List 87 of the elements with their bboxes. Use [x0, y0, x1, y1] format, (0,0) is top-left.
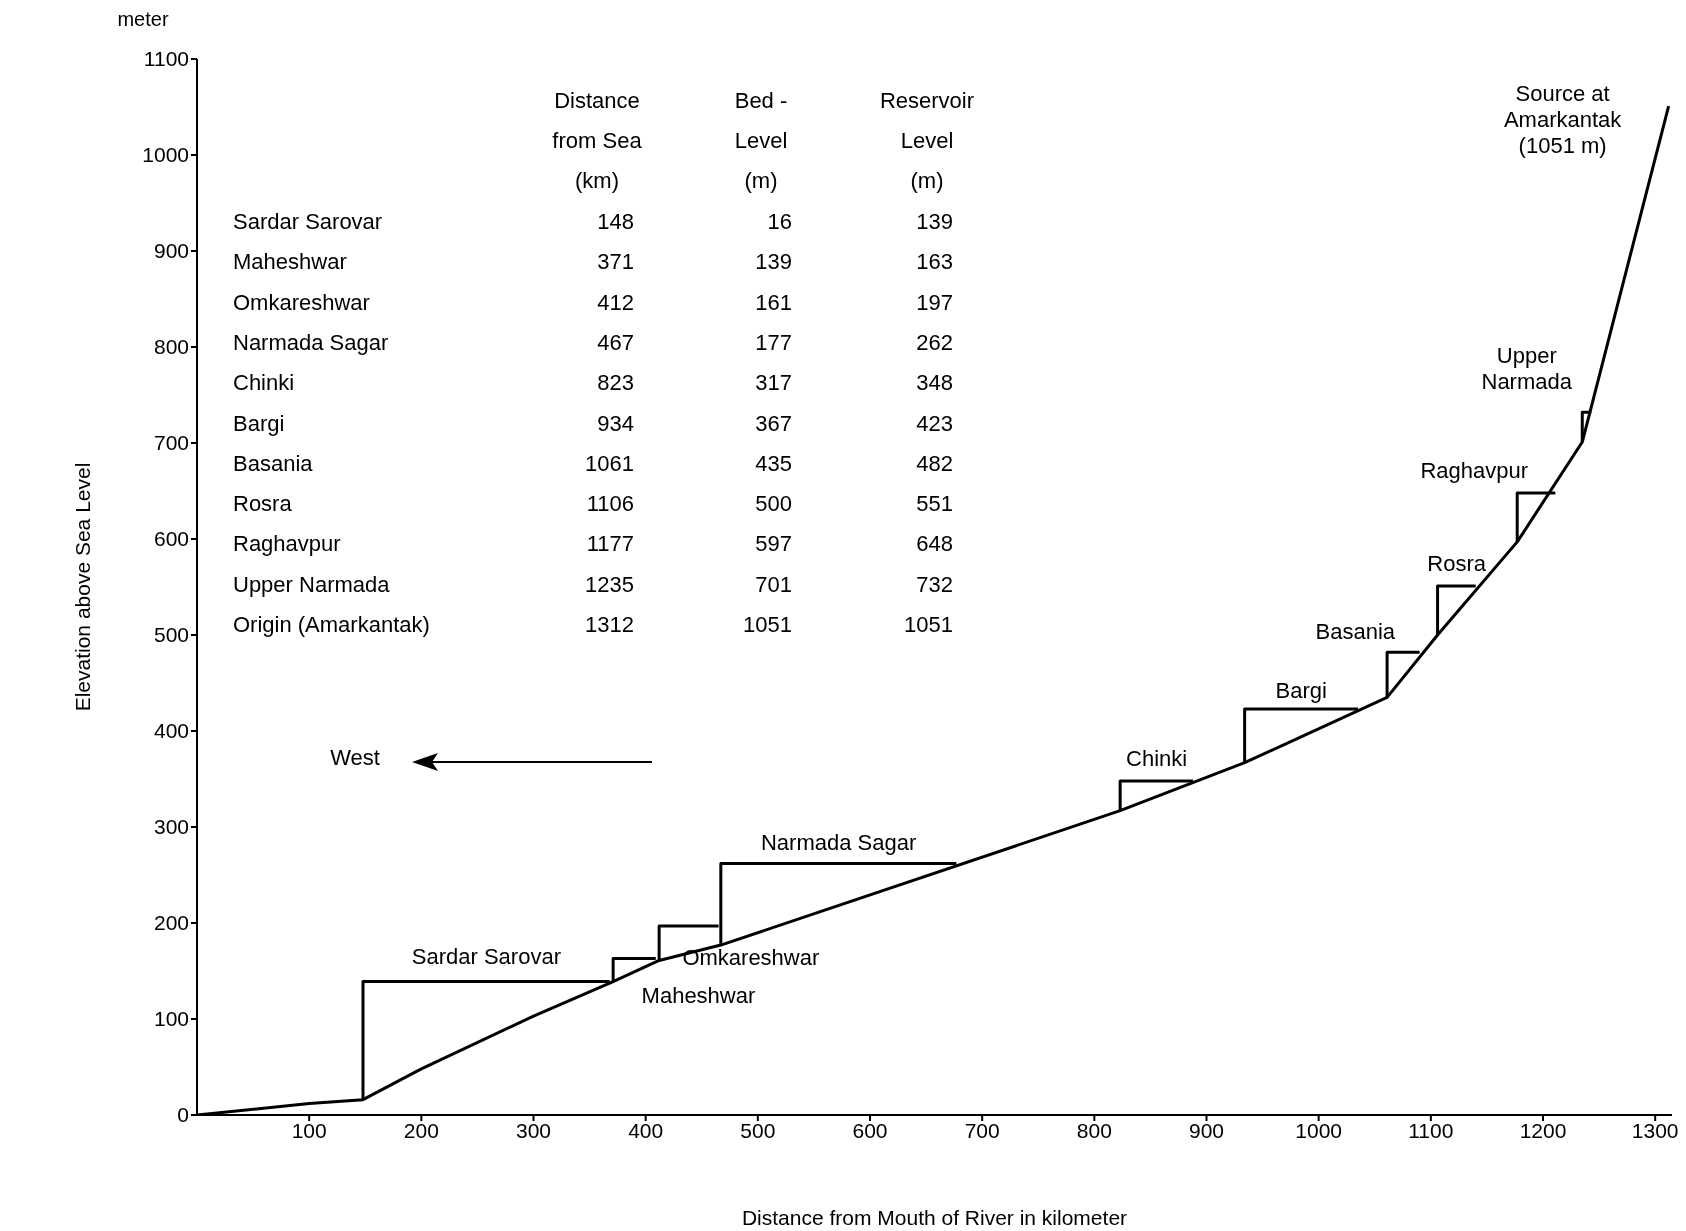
annotation: 412 [597, 289, 634, 315]
y-tick-label: 400 [153, 719, 189, 743]
annotation: 551 [916, 491, 953, 517]
x-tick-label: 1200 [1519, 1118, 1567, 1142]
annotation: Basania [233, 450, 313, 476]
annotation: 367 [755, 410, 792, 436]
annotation: 500 [755, 491, 792, 517]
x-tick-label: 400 [628, 1118, 664, 1142]
y-tick-label: 300 [153, 815, 189, 839]
series-label: Chinki [1126, 745, 1188, 771]
annotation: Bargi [233, 410, 285, 436]
y-tick-label: 700 [153, 431, 189, 455]
annotation: Origin (Amarkantak) [233, 612, 430, 637]
annotation: 701 [755, 571, 792, 597]
y-axis-title: Elevation above Sea Level [71, 462, 95, 712]
annotation: 161 [755, 289, 792, 315]
y-tick-label: 1000 [142, 143, 189, 167]
x-tick-label: 800 [1076, 1118, 1112, 1142]
annotation: 435 [755, 450, 792, 476]
series-label: Narmada Sagar [760, 830, 917, 856]
series-label: Raghavpur [1420, 457, 1529, 483]
annotation: Chinki [233, 370, 295, 396]
annotation: Bed - Level (m) [734, 88, 788, 193]
annotation: 317 [755, 370, 792, 396]
y-tick-label: 800 [153, 335, 189, 359]
x-tick-label: 1000 [1295, 1118, 1343, 1142]
annotation: West [330, 745, 380, 770]
x-tick-label: 500 [740, 1118, 776, 1142]
annotation: 467 [597, 329, 634, 355]
x-tick-label: 900 [1188, 1118, 1225, 1142]
annotation: Source at Amarkantak (1051 m) [1503, 81, 1622, 159]
annotation: 482 [916, 450, 953, 476]
y-tick-label: 0 [177, 1103, 189, 1127]
y-tick-label: 600 [153, 527, 189, 551]
series-label: Sardar Sarovar [411, 943, 561, 969]
annotation: 148 [597, 209, 634, 234]
annotation: 139 [755, 249, 792, 275]
annotation: 423 [916, 410, 953, 436]
annotation: 1235 [585, 571, 634, 597]
x-tick-label: 600 [852, 1118, 888, 1142]
annotation: Distance from Sea (km) [552, 88, 642, 193]
y-tick-label: 1100 [143, 47, 189, 71]
y-tick-label: 500 [153, 623, 189, 647]
x-axis-title: Distance from Mouth of River in kilometer [741, 1206, 1128, 1229]
annotation: 371 [597, 249, 634, 275]
annotation: 163 [916, 249, 953, 275]
x-tick-label: 1100 [1408, 1118, 1454, 1142]
y-tick-label: 900 [153, 239, 189, 263]
x-tick-label: 1300 [1631, 1118, 1679, 1142]
annotation: Upper Narmada [233, 571, 390, 597]
series-label: Bargi [1275, 677, 1327, 703]
annotation: 732 [916, 571, 953, 597]
x-tick-label: 700 [964, 1118, 1000, 1142]
x-tick-label: 200 [403, 1118, 439, 1142]
y-tick-label: 100 [153, 1007, 189, 1031]
series-label: Basania [1315, 619, 1396, 645]
text: meter [117, 7, 169, 30]
x-tick-label: 100 [291, 1118, 327, 1142]
annotation: Reservoir Level (m) [879, 88, 975, 193]
annotation: Sardar Sarovar [233, 209, 383, 234]
series-label: Rosra [1427, 551, 1486, 577]
annotation: 1106 [586, 491, 634, 517]
series-label: Upper Narmada [1481, 343, 1572, 395]
annotation: 16 [767, 209, 792, 234]
annotation: Raghavpur [233, 531, 341, 557]
annotation: Maheshwar [233, 249, 347, 275]
annotation: 1177 [586, 531, 634, 557]
annotation: 934 [597, 410, 634, 436]
annotation: 823 [597, 370, 634, 396]
annotation: 1051 [904, 612, 953, 637]
annotation: 348 [916, 370, 953, 396]
annotation: 1061 [585, 450, 634, 476]
annotation: 262 [916, 329, 953, 355]
series-label: Maheshwar [641, 982, 756, 1008]
annotation: 648 [916, 531, 953, 557]
annotation: 597 [755, 531, 792, 557]
x-tick-label: 300 [515, 1118, 552, 1142]
annotation: 1312 [585, 612, 634, 637]
annotation: 197 [916, 289, 953, 315]
annotation: Rosra [233, 491, 292, 517]
annotation: 139 [916, 209, 953, 234]
series-label: Omkareshwar [682, 944, 820, 970]
annotation: Narmada Sagar [233, 329, 389, 355]
annotation: Omkareshwar [233, 289, 370, 315]
y-tick-label: 200 [153, 911, 189, 935]
annotation: 1051 [743, 612, 792, 637]
annotation: 177 [755, 329, 792, 355]
